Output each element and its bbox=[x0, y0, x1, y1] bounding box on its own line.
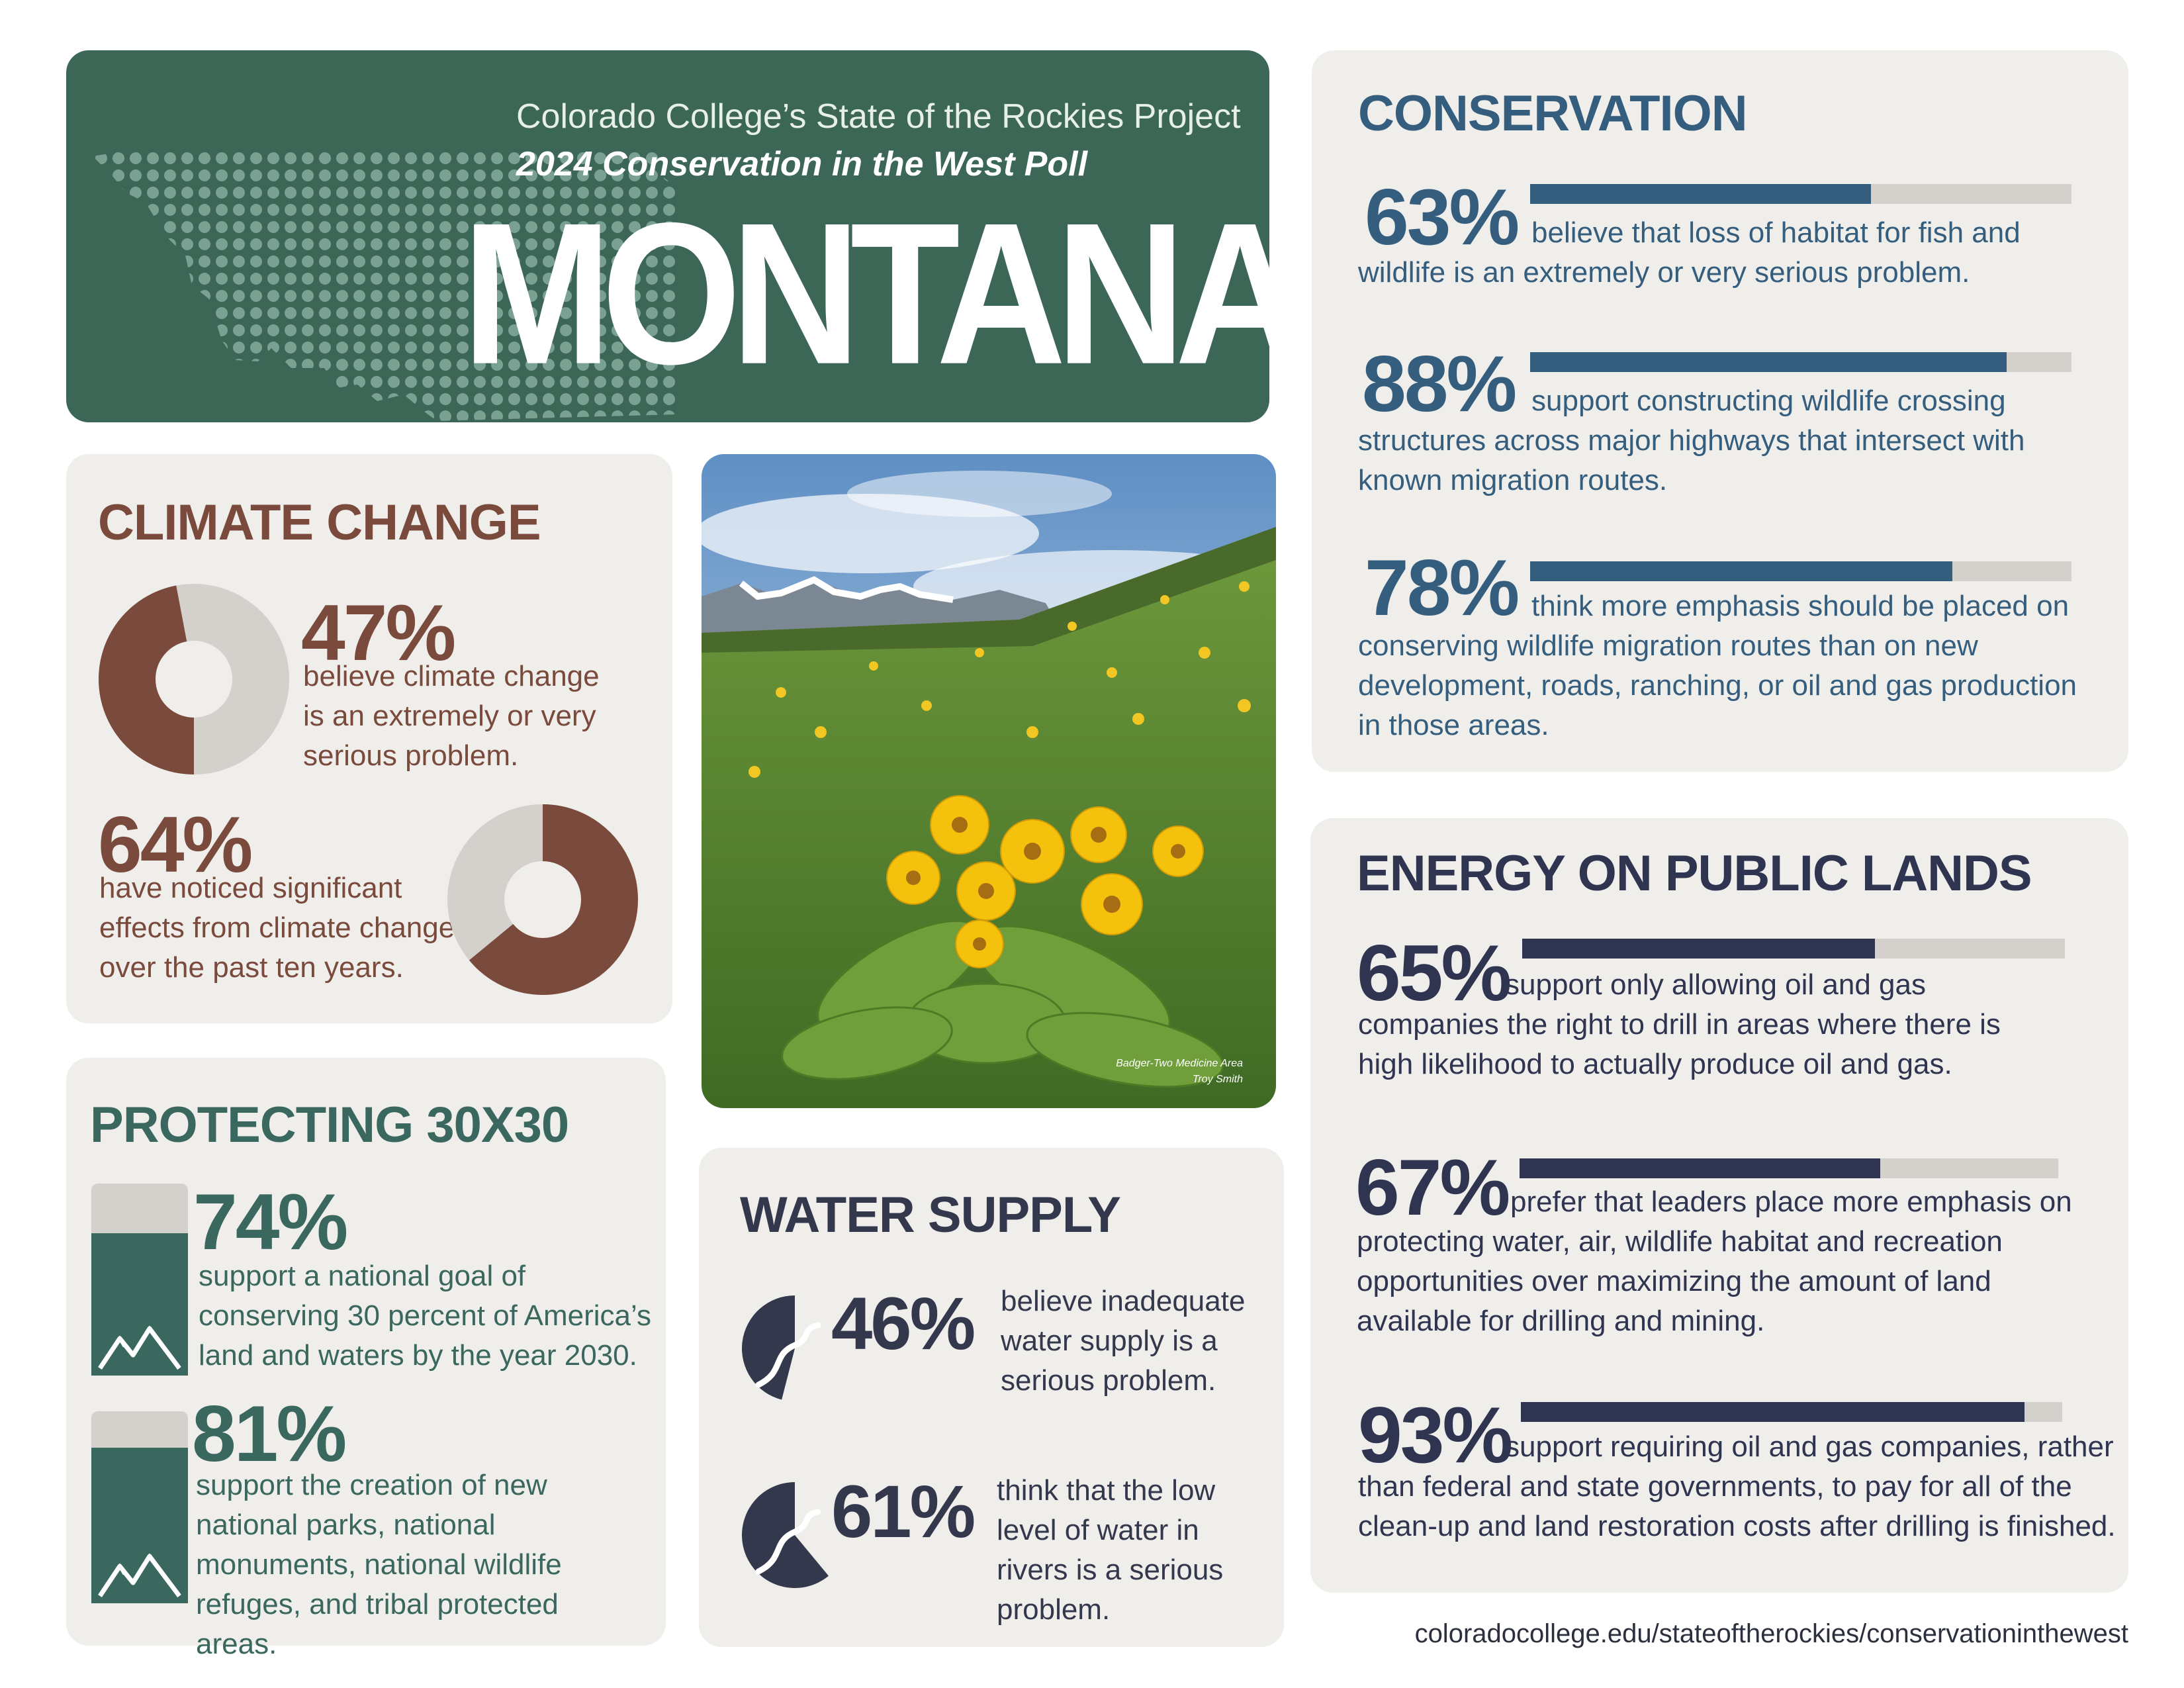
energy-card: ENERGY ON PUBLIC LANDS 65% support only … bbox=[1310, 818, 2128, 1593]
energy-bar-3 bbox=[1521, 1402, 2062, 1422]
climate-donut-1 bbox=[99, 584, 289, 774]
montana-dot-map bbox=[93, 150, 675, 421]
water-stat-2-text: think that the low level of water in riv… bbox=[997, 1474, 1224, 1626]
poll-name: 2024 Conservation in the West Poll bbox=[516, 145, 1088, 183]
energy-stat-1-pct: 65% bbox=[1357, 929, 1512, 1017]
energy-stat-2-pct: 67% bbox=[1355, 1143, 1510, 1232]
conservation-bar-2 bbox=[1530, 352, 2071, 372]
photo-credit-name: Troy Smith bbox=[1192, 1074, 1243, 1085]
water-stat-1-pct: 46% bbox=[831, 1282, 976, 1365]
header-banner: Colorado College’s State of the Rockies … bbox=[66, 50, 1269, 422]
energy-stat-2-text: prefer that leaders place more emphasis … bbox=[1357, 1186, 2072, 1337]
conservation-title: CONSERVATION bbox=[1358, 85, 1748, 142]
energy-stat-3-pct: 93% bbox=[1358, 1391, 1513, 1479]
conservation-stat-3-pct: 78% bbox=[1365, 543, 1520, 632]
conservation-stat-2-pct: 88% bbox=[1362, 340, 1517, 428]
protecting-level-1 bbox=[91, 1184, 188, 1376]
state-title: MONTANA bbox=[462, 181, 1269, 406]
water-card: WATER SUPPLY 46% believe inadequate wate… bbox=[699, 1148, 1284, 1647]
protecting-card: PROTECTING 30X30 74% support a national … bbox=[66, 1058, 666, 1660]
protecting-stat-2-text: support the creation of new national par… bbox=[196, 1469, 562, 1660]
climate-card: CLIMATE CHANGE 47% believe climate chang… bbox=[66, 454, 672, 1023]
protecting-stat-1-pct: 74% bbox=[193, 1178, 348, 1266]
climate-stat-2-pct: 64% bbox=[98, 800, 253, 889]
climate-stat-1-pct: 47% bbox=[301, 588, 456, 677]
protecting-level-2 bbox=[91, 1411, 188, 1603]
org-name: Colorado College’s State of the Rockies … bbox=[516, 97, 1241, 136]
protecting-stat-2-pct: 81% bbox=[192, 1389, 347, 1478]
conservation-card: CONSERVATION 63% believe that loss of ha… bbox=[1312, 50, 2128, 772]
climate-title: CLIMATE CHANGE bbox=[98, 494, 541, 551]
water-title: WATER SUPPLY bbox=[740, 1187, 1121, 1243]
water-gauge-2 bbox=[742, 1482, 829, 1588]
energy-title: ENERGY ON PUBLIC LANDS bbox=[1357, 845, 2032, 902]
protecting-stat-1-text: support a national goal of conserving 30… bbox=[199, 1260, 651, 1372]
meadow-photo: Badger-Two Medicine Area Troy Smith bbox=[702, 454, 1276, 1108]
energy-bar-1 bbox=[1522, 939, 2065, 959]
conservation-stat-1-pct: 63% bbox=[1365, 173, 1520, 261]
conservation-bar-3 bbox=[1530, 561, 2071, 581]
energy-bar-2 bbox=[1520, 1158, 2058, 1178]
meadow-photo-illustration bbox=[702, 454, 1276, 1108]
photo-credit-place: Badger-Two Medicine Area bbox=[1116, 1058, 1243, 1069]
climate-stat-2-text: have noticed significant effects from cl… bbox=[99, 872, 455, 984]
water-gauge-1 bbox=[742, 1295, 821, 1400]
energy-stat-3-text: support requiring oil and gas companies,… bbox=[1358, 1430, 2116, 1542]
conservation-stat-3-text: think more emphasis should be placed on … bbox=[1358, 590, 2077, 741]
mountain-icon bbox=[98, 1325, 181, 1370]
water-stat-1-text: believe inadequate water supply is a ser… bbox=[1001, 1285, 1246, 1397]
conservation-stat-2-text: support constructing wildlife crossing s… bbox=[1358, 385, 2025, 496]
river-icon bbox=[755, 1322, 821, 1388]
conservation-stat-1-text: believe that loss of habitat for fish an… bbox=[1358, 216, 2021, 289]
energy-stat-1-text: support only allowing oil and gas compan… bbox=[1358, 968, 2001, 1080]
climate-donut-2 bbox=[447, 804, 638, 995]
climate-stat-1-text: believe climate change is an extremely o… bbox=[303, 660, 600, 772]
water-stat-2-pct: 61% bbox=[831, 1470, 976, 1553]
footer-url[interactable]: coloradocollege.edu/stateoftherockies/co… bbox=[1414, 1619, 2128, 1648]
protecting-title: PROTECTING 30X30 bbox=[90, 1097, 569, 1153]
conservation-bar-1 bbox=[1530, 184, 2071, 204]
river-icon bbox=[755, 1509, 821, 1575]
mountain-icon bbox=[98, 1553, 181, 1598]
